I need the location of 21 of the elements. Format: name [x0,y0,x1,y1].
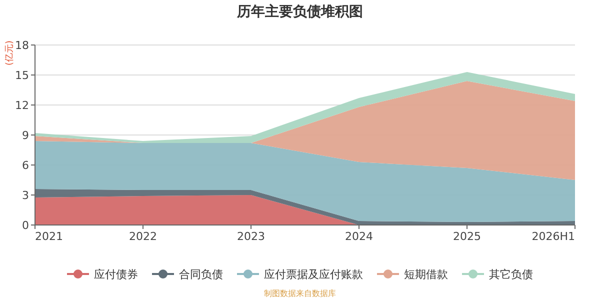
text: 制图数据来自数据库 [264,289,336,298]
legend-label: 应付债券 [94,268,138,281]
x-tick-label: 2022 [129,230,157,243]
legend-label: 应付票据及应付账款 [264,268,363,281]
y-axis-title: (亿元) [4,40,15,66]
y-tick-label: 9 [22,129,29,142]
chart-title: 历年主要负债堆积图 [236,3,363,20]
x-tick-label: 2024 [345,230,373,243]
x-tick-label: 2023 [237,230,265,243]
y-tick-label: 18 [15,39,29,52]
legend-label: 短期借款 [404,268,448,281]
x-tick-label: 2026H1 [532,230,575,243]
x-tick-label: 2021 [35,230,63,243]
x-tick-label: 2025 [453,230,481,243]
y-tick-label: 15 [15,69,29,82]
legend-label: 其它负债 [489,268,533,281]
legend-label: 合同负债 [179,268,223,281]
y-tick-label: 6 [22,159,29,172]
y-tick-label: 12 [15,99,29,112]
y-tick-label: 3 [22,189,29,202]
y-tick-label: 0 [22,219,29,232]
